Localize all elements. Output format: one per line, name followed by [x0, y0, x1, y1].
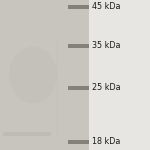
Bar: [68, 140, 88, 144]
Text: 35 kDa: 35 kDa: [92, 41, 121, 50]
Bar: [68, 5, 88, 9]
Text: 25 kDa: 25 kDa: [92, 83, 121, 92]
Bar: [68, 86, 88, 90]
Bar: [3, 132, 51, 136]
Text: 45 kDa: 45 kDa: [92, 2, 121, 11]
Bar: [89, 0, 150, 150]
Text: 18 kDa: 18 kDa: [92, 137, 121, 146]
Bar: [0, 0, 89, 150]
Ellipse shape: [9, 46, 57, 104]
Bar: [68, 44, 88, 48]
